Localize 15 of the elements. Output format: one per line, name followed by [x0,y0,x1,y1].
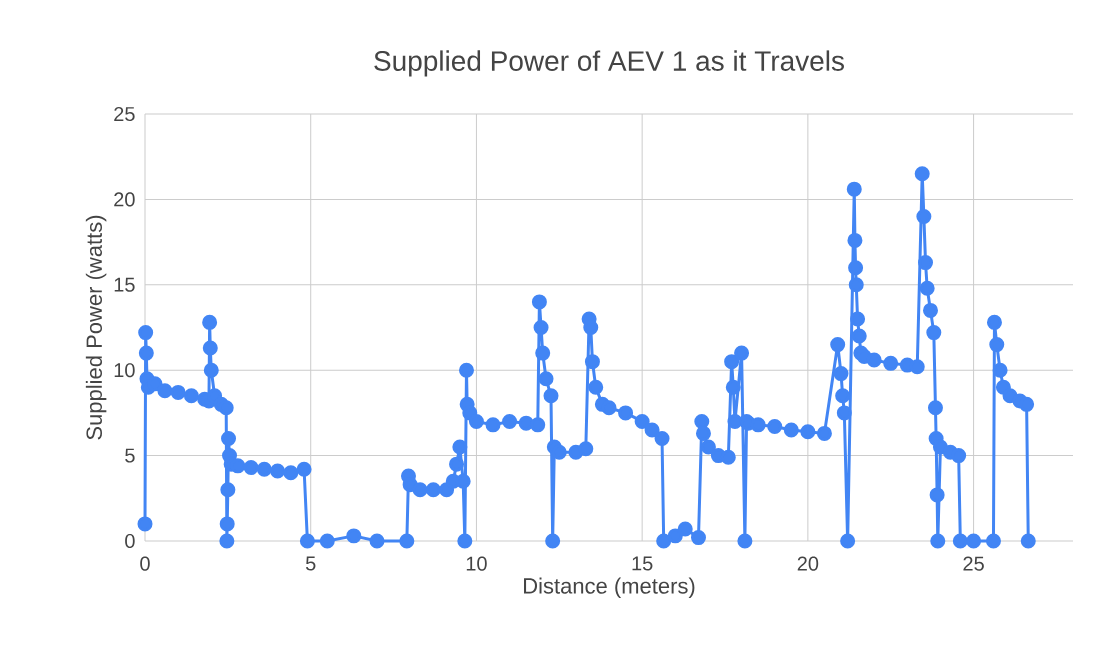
y-tick-label: 20 [114,192,135,207]
x-tick-label: 15 [632,556,653,571]
y-tick-label: 15 [114,277,135,292]
x-tick-label: 0 [140,556,150,571]
x-tick-label: 10 [466,556,487,571]
chart-title: Supplied Power of AEV 1 as it Travels [374,50,844,77]
x-tick-label: 20 [797,556,819,571]
x-tick-label: 5 [305,556,316,571]
y-tick-label: 5 [125,448,135,463]
y-tick-label: 10 [114,363,135,378]
y-tick-label: 0 [125,533,135,549]
y-tick-label: 25 [114,106,135,122]
x-axis-title: Distance (meters) [524,577,695,599]
x-tick-label: 25 [963,556,984,571]
y-axis-title: Supplied Power (watts) [85,215,107,440]
